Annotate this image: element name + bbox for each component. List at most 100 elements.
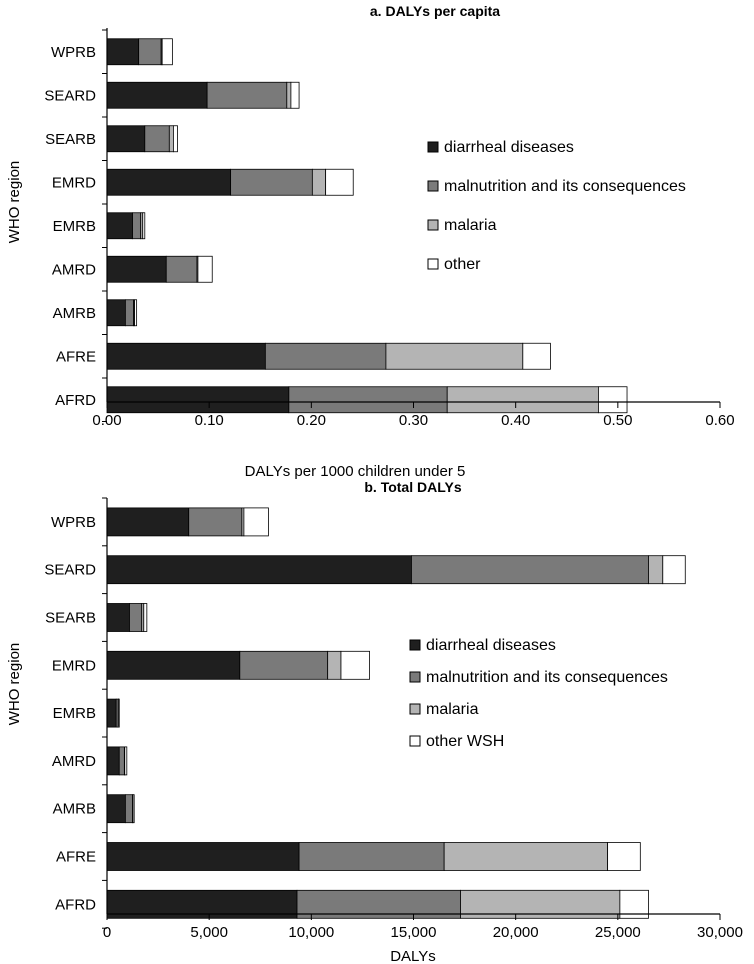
chart-a-dalys-per-capita: a. DALYs per capita WHO region DALYs per…: [6, 3, 735, 480]
chart-a-bar-segment-malnutrition: [165, 255, 198, 283]
chart-a-bar-segment-malaria: [385, 342, 524, 370]
chart-a-bar-segment-malnutrition: [206, 81, 288, 109]
chart-b-bar-segment-malnutrition: [411, 555, 649, 585]
chart-b-category-label: EMRD: [52, 657, 96, 674]
chart-a-legend-swatch-malaria: [427, 219, 439, 231]
chart-a-category-label: AFRD: [55, 392, 96, 409]
chart-a-category-label: SEARB: [45, 131, 96, 148]
chart-b-legend-label: malnutrition and its consequences: [426, 669, 668, 686]
chart-b-x-axis-label: DALYs: [390, 948, 436, 964]
chart-a-x-tick-label: 0.40: [501, 412, 530, 429]
chart-b-title: b. Total DALYs: [364, 482, 461, 495]
chart-a-title: a. DALYs per capita: [370, 3, 500, 19]
chart-b-bar-segment-diarrheal: [106, 650, 241, 680]
chart-a-bar-segment-malaria: [168, 125, 174, 153]
chart-b-bar-segment-other: [340, 650, 370, 680]
chart-b-x-ticks: 0 5,000 10,000 15,000 20,000 25,000 30,000: [103, 914, 743, 941]
chart-a-x-tick-label: 0.50: [603, 412, 632, 429]
chart-b-total-dalys: b. Total DALYs WHO region DALYs WPRB SEAR…: [6, 482, 743, 964]
chart-b-legend: diarrheal diseases malnutrition and its c…: [409, 637, 668, 750]
chart-a-category-label: EMRD: [52, 174, 96, 191]
chart-a-bars: [102, 29, 628, 422]
chart-b-bars: [102, 497, 686, 929]
chart-b-category-label: WPRB: [51, 514, 96, 531]
chart-a-x-ticks: 0.00 0.10 0.20 0.30 0.40 0.50 0.60: [92, 402, 735, 429]
chart-a-legend-swatch-diarrheal: [427, 141, 439, 153]
chart-b-bar-segment-other: [143, 603, 148, 632]
chart-a-bar-segment-diarrheal: [106, 342, 266, 370]
chart-b-category-label: EMRB: [53, 705, 96, 722]
chart-b-x-tick-label: 5,000: [190, 924, 228, 941]
chart-a-legend-label: malnutrition and its consequences: [444, 178, 686, 195]
chart-a-bar-segment-diarrheal: [106, 81, 208, 109]
chart-a-y-axis-label: WHO region: [6, 161, 23, 244]
chart-a-bar-segment-other: [134, 299, 138, 327]
chart-a-category-label: AMRD: [52, 261, 96, 278]
chart-b-x-tick-label: 25,000: [595, 924, 641, 941]
chart-a-bar-segment-diarrheal: [106, 125, 146, 153]
chart-a-bar-segment-malnutrition: [288, 386, 448, 414]
chart-b-category-label: SEARD: [44, 562, 96, 579]
chart-b-bar-segment-malnutrition: [124, 794, 133, 824]
chart-b-x-tick-label: 30,000: [697, 924, 743, 941]
chart-a-bar-segment-other: [522, 342, 551, 370]
chart-a-bar-segment-other: [197, 255, 213, 283]
chart-b-y-axis-label: WHO region: [6, 643, 23, 726]
chart-b-legend-label: malaria: [426, 701, 479, 718]
chart-b-bar-segment-other: [132, 794, 135, 824]
chart-a-legend-label: diarrheal diseases: [444, 139, 574, 156]
chart-a-bar-segment-diarrheal: [106, 255, 167, 283]
chart-a-legend-label: malaria: [444, 217, 497, 234]
chart-a-bar-segment-diarrheal: [106, 38, 140, 66]
chart-b-bar-segment-diarrheal: [106, 794, 126, 824]
chart-b-category-label: AFRD: [55, 896, 96, 913]
chart-a-category-label: AMRB: [53, 305, 96, 322]
chart-a-legend-swatch-other: [427, 258, 439, 270]
chart-b-legend-label: diarrheal diseases: [426, 637, 556, 654]
chart-a-bar-segment-other: [325, 168, 354, 196]
chart-b-x-tick-label: 0: [103, 924, 111, 941]
chart-b-bar-segment-malnutrition: [188, 507, 243, 537]
chart-a-x-tick-label: 0.10: [195, 412, 224, 429]
chart-b-legend-swatch-malaria: [409, 703, 421, 715]
chart-a-bar-segment-malnutrition: [230, 168, 313, 196]
chart-b-bar-segment-other: [124, 746, 128, 776]
chart-a-bar-segment-other: [173, 125, 178, 153]
chart-a-x-tick-label: 0.60: [705, 412, 734, 429]
chart-a-bar-segment-other: [161, 38, 173, 66]
chart-b-bar-segment-diarrheal: [106, 603, 130, 632]
chart-b-bar-segment-malaria: [327, 650, 342, 680]
chart-b-bar-segment-other: [118, 698, 120, 728]
chart-b-bar-segment-malnutrition: [118, 746, 125, 776]
chart-a-category-label: EMRB: [53, 218, 96, 235]
chart-b-bar-segment-malnutrition: [129, 603, 143, 632]
chart-b-bar-segment-diarrheal: [106, 698, 117, 728]
chart-a-bar-segment-diarrheal: [106, 168, 232, 196]
chart-b-category-label: SEARB: [45, 610, 96, 627]
chart-b-x-tick-label: 10,000: [288, 924, 334, 941]
chart-a-category-label: SEARD: [44, 87, 96, 104]
chart-a-x-tick-label: 0.00: [92, 412, 121, 429]
chart-b-category-label: AFRE: [56, 849, 96, 866]
chart-b-category-label: AMRB: [53, 801, 96, 818]
chart-a-category-label: WPRB: [51, 44, 96, 61]
chart-b-x-tick-label: 15,000: [391, 924, 437, 941]
chart-a-bar-segment-malnutrition: [132, 212, 142, 240]
chart-a-x-tick-label: 0.30: [399, 412, 428, 429]
chart-b-bar-segment-other: [607, 842, 641, 871]
chart-a-bar-segment-diarrheal: [106, 212, 133, 240]
chart-b-legend-swatch-malnutrition: [409, 671, 421, 683]
chart-a-bar-segment-diarrheal: [106, 299, 126, 327]
chart-a-bar-segment-malnutrition: [264, 342, 387, 370]
chart-b-bar-segment-other: [662, 555, 686, 585]
chart-b-category-labels: WPRB SEARD SEARB EMRD EMRB AMRD AMRB AFRE AFRD: [44, 514, 96, 913]
chart-a-bar-segment-malnutrition: [124, 299, 134, 327]
chart-b-legend-swatch-other: [409, 735, 421, 747]
chart-b-bar-segment-diarrheal: [106, 842, 300, 871]
chart-a-x-axis-label: DALYs per 1000 children under 5: [245, 463, 466, 480]
chart-a-category-labels: WPRB SEARD SEARB EMRD EMRB AMRD AMRB AFRE AFRD: [44, 44, 96, 409]
chart-b-bar-segment-diarrheal: [106, 746, 120, 776]
chart-b-legend-swatch-diarrheal: [409, 639, 421, 651]
chart-b-bar-segment-malaria: [443, 842, 609, 871]
chart-a-bar-segment-other: [142, 212, 146, 240]
